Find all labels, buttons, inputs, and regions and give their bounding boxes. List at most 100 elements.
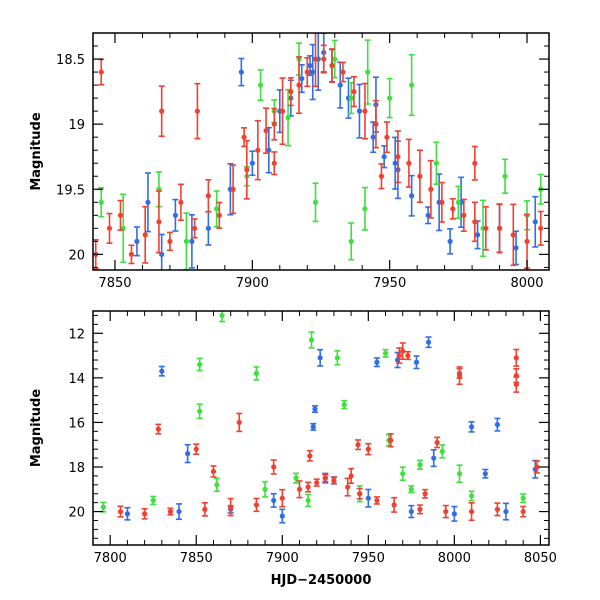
data-point xyxy=(468,502,475,522)
data-point xyxy=(361,82,368,140)
data-point xyxy=(243,139,250,200)
data-point xyxy=(193,443,200,456)
data-point xyxy=(328,48,335,83)
data-point xyxy=(254,119,261,181)
data-point xyxy=(455,185,462,219)
data-point xyxy=(433,141,440,185)
data-point xyxy=(513,348,520,367)
data-point xyxy=(166,231,173,252)
data-point xyxy=(172,198,179,232)
data-point xyxy=(387,433,394,448)
y-axis-label: Magnitude xyxy=(29,389,44,468)
data-point xyxy=(100,501,107,513)
data-point xyxy=(98,187,105,218)
y-tick-label: 18 xyxy=(68,461,85,476)
data-point xyxy=(434,436,441,449)
data-point xyxy=(262,480,269,498)
data-point xyxy=(313,478,320,487)
data-point xyxy=(322,473,329,483)
data-point xyxy=(373,357,380,368)
data-point xyxy=(396,347,403,364)
data-point xyxy=(279,488,286,508)
y-tick-label: 12 xyxy=(68,327,85,342)
data-point xyxy=(177,183,184,222)
data-point xyxy=(279,508,286,524)
data-point xyxy=(320,44,327,74)
data-point xyxy=(201,502,208,517)
data-point xyxy=(270,492,277,508)
data-point xyxy=(350,75,357,108)
data-point xyxy=(482,206,489,251)
data-point xyxy=(408,485,415,494)
data-point xyxy=(494,417,501,432)
data-point xyxy=(334,350,341,366)
data-point xyxy=(271,151,278,176)
series-3 xyxy=(93,33,544,270)
data-point xyxy=(354,439,361,451)
data-point xyxy=(241,127,248,148)
data-point xyxy=(279,77,286,146)
data-point xyxy=(305,493,312,508)
data-point xyxy=(188,213,195,269)
x-axis-label: HJD−2450000 xyxy=(271,573,372,588)
data-point xyxy=(330,476,337,485)
data-point xyxy=(253,497,260,513)
data-point xyxy=(312,182,319,223)
data-point xyxy=(304,56,311,88)
x-tick-label: 7850 xyxy=(98,276,131,291)
data-point xyxy=(348,222,355,261)
data-point xyxy=(502,158,509,194)
data-point xyxy=(468,421,475,433)
data-point xyxy=(128,244,135,265)
data-point xyxy=(399,342,406,361)
data-point xyxy=(361,186,368,231)
data-point xyxy=(293,472,300,484)
data-point xyxy=(205,210,212,246)
data-point xyxy=(155,423,162,435)
data-point xyxy=(520,505,527,518)
data-point xyxy=(425,336,432,349)
data-point xyxy=(496,203,503,253)
data-point xyxy=(468,490,475,502)
data-point xyxy=(133,226,140,257)
y-tick-label: 18.5 xyxy=(56,53,85,68)
x-tick-label: 8000 xyxy=(510,276,543,291)
data-point xyxy=(416,459,423,470)
data-point xyxy=(378,163,385,190)
plot-area xyxy=(100,311,540,524)
data-point xyxy=(386,77,393,119)
data-point xyxy=(155,190,162,254)
data-point xyxy=(365,488,372,508)
data-point xyxy=(356,487,363,500)
x-tick-label: 8000 xyxy=(438,551,471,566)
data-point xyxy=(383,121,390,154)
data-point xyxy=(142,205,149,264)
data-point xyxy=(117,505,124,518)
data-point xyxy=(331,39,338,79)
data-point xyxy=(422,488,429,499)
data-point xyxy=(427,159,434,219)
data-point xyxy=(471,145,478,181)
data-point xyxy=(394,130,401,184)
data-point xyxy=(537,210,544,246)
data-point xyxy=(306,449,313,462)
data-point xyxy=(456,464,463,483)
data-point xyxy=(176,503,183,521)
data-point xyxy=(438,181,445,223)
data-point xyxy=(287,76,294,107)
data-point xyxy=(236,412,243,433)
data-point xyxy=(184,443,191,464)
data-point xyxy=(372,99,379,149)
data-point xyxy=(510,203,517,267)
data-point xyxy=(430,448,437,468)
x-tick-label: 7950 xyxy=(352,551,385,566)
data-point xyxy=(356,83,363,139)
data-point xyxy=(144,172,151,233)
data-point xyxy=(312,33,319,88)
top-panel: 7850 7900 7950 8000 18.5 19 19.5 20 Magnitude xyxy=(29,32,550,291)
series-1 xyxy=(124,336,539,524)
data-point xyxy=(520,493,527,504)
plot-frame xyxy=(92,310,550,546)
data-point xyxy=(451,505,458,522)
